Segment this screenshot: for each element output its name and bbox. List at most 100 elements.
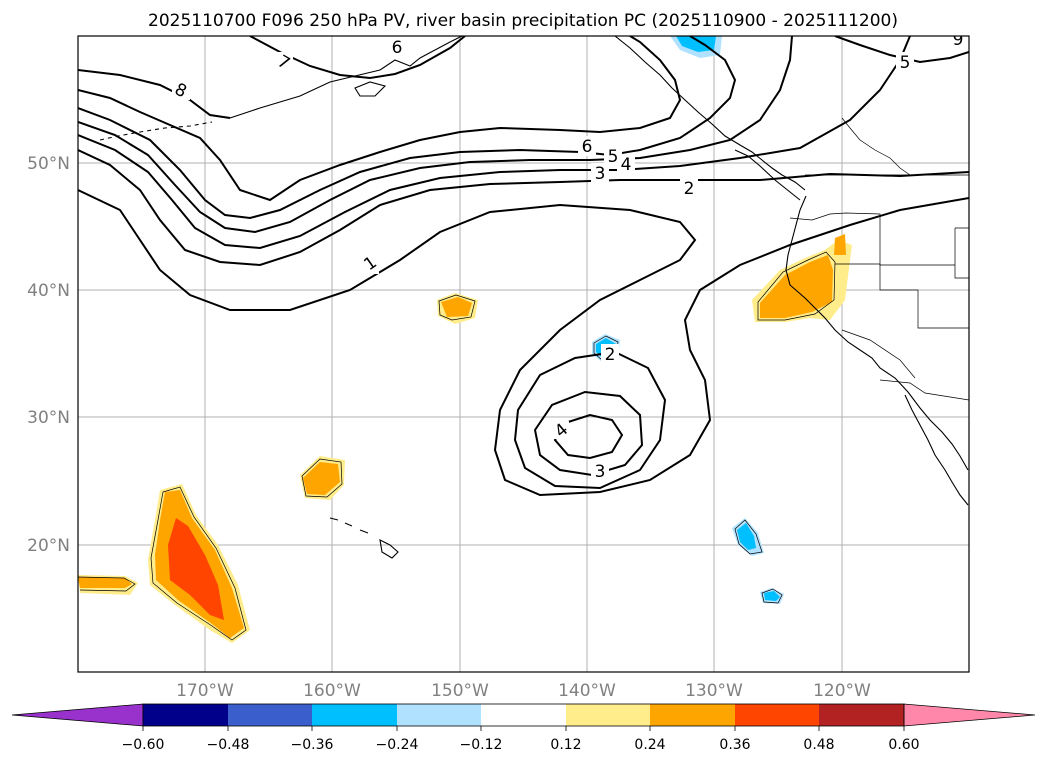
contour-label-bg [275,52,293,72]
map-panel: 8 7 6 5 6 5 4 3 2 1 2 [77,30,970,673]
precip-outline-west-pacific [150,486,247,641]
border-california-nevada [835,263,918,291]
latitude-labels: 50°N 40°N 30°N 20°N [27,154,70,556]
colorbar-tick-label: −0.24 [376,737,419,753]
contour-label-bg [578,136,596,156]
lat-label-50n: 50°N [27,154,70,174]
lon-label-130w: 130°W [685,681,743,701]
border-nevada-arizona [917,290,969,329]
precip-patch-oregon [834,234,846,255]
border-us-mexico [879,379,969,401]
precip-patch-hawaii-north [303,462,340,495]
colorbar: −0.60 −0.48 −0.36 −0.24 −0.12 0.12 0.24 … [11,703,1036,753]
coast-kodiak [354,81,387,97]
colorbar-frame [142,703,905,727]
contour-closed-2 [513,350,667,490]
colorbar-tick-label: 0.12 [550,737,581,753]
contour-label-bg [617,154,635,174]
colorbar-tick-label: 0.48 [803,737,834,753]
colorbar-extend-high [903,703,1036,727]
colorbar-tick-label: 0.24 [634,737,665,753]
contour-closed-4 [553,413,624,460]
contour-closed-3 [533,390,644,477]
lat-label-20n: 20°N [27,536,70,556]
contour-label-5: 5 [608,147,619,167]
contour-6 [78,36,682,202]
colorbar-tick-label: 0.36 [719,737,750,753]
contour-label-bg [896,52,914,72]
precip-negative-gulf-alaska [676,36,716,52]
contour-label-bg [388,38,406,58]
coast-us-west [785,195,969,471]
contour-label-3: 3 [595,164,606,184]
precip-outlines [78,251,836,641]
colorbar-swatch-8 [735,704,819,726]
precip-outline-california [757,251,836,321]
coast-alaska-peninsula [229,36,463,119]
precip-negative-south [764,591,780,601]
colorbar-swatch-5 [481,704,566,726]
contour-label-bg [361,252,379,274]
map-frame [77,35,970,673]
colorbar-tick-label: −0.12 [460,737,503,753]
lon-label-170w: 170°W [176,681,234,701]
contour-label-bg [680,178,698,198]
colorbar-tick-label: −0.48 [207,737,250,753]
contour-label-2-closed: 2 [605,345,616,365]
contour-label-3-closed: 3 [595,462,606,482]
precip-negative-baja-offshore [737,523,756,550]
contour-label-9: 9 [953,30,964,50]
precip-outline-baja-offshore [734,519,763,555]
colorbar-swatch-7 [650,704,735,726]
colorbar-swatch-4 [397,704,481,726]
contour-5 [78,36,737,220]
colorbar-swatch-3 [312,704,397,726]
colorbar-swatch-9 [819,704,904,726]
longitude-labels: 170°W 160°W 150°W 140°W 130°W 120°W [176,681,871,701]
contour-label-bg [172,80,190,100]
precip-patch-mid-pacific [441,297,472,317]
precip-outline-south [761,588,783,604]
contour-label-2: 2 [684,179,695,199]
lon-label-160w: 160°W [303,681,361,701]
lat-label-40n: 40°N [27,281,70,301]
coast-baja-california [904,394,969,506]
contour-label-bg [553,421,569,439]
pv-contours [78,36,969,497]
contour-label-6-north: 6 [392,38,403,58]
lon-label-140w: 140°W [558,681,616,701]
contour-label-bg [601,344,619,364]
precip-patch-dateline [78,577,132,588]
precip-patch-california [760,255,833,318]
contour-label-bg [950,36,966,46]
coast-hawaii-big-island [379,539,399,559]
border-bc-alberta [841,117,911,176]
contour-label-bg [591,461,609,481]
colorbar-swatch-2 [228,704,312,726]
coast-southeast-alaska-bc [614,36,806,191]
contour-label-5-northeast: 5 [900,53,911,73]
figure-title: 2025110700 F096 250 hPa PV, river basin … [148,11,898,31]
colorbar-tick-label: −0.60 [122,737,165,753]
contour-label-bg [591,163,609,183]
contour-4 [78,36,793,234]
contour-1 [78,189,969,497]
contour-2 [78,149,969,267]
contour-label-4: 4 [621,155,632,175]
contour-label-6: 6 [582,137,593,157]
colorbar-tick-label: 0.60 [888,737,919,753]
contour-label-group: 8 7 6 5 6 5 4 3 2 1 2 [171,30,966,482]
precip-outline-dateline [78,576,136,592]
precip-core-west-pacific [168,518,224,620]
colorbar-swatch-1 [143,704,228,726]
contour-3 [78,36,911,250]
lon-label-150w: 150°W [431,681,489,701]
precip-outline-mid-pacific [438,294,476,321]
border-utah [954,227,969,279]
gridlines [78,36,969,672]
coast-vancouver-island [734,149,801,201]
precip-outline-hawaii-north [301,458,343,498]
border-ca-nv-diagonal [841,329,916,379]
coastlines [99,36,969,559]
colorbar-swatch-6 [566,704,650,726]
